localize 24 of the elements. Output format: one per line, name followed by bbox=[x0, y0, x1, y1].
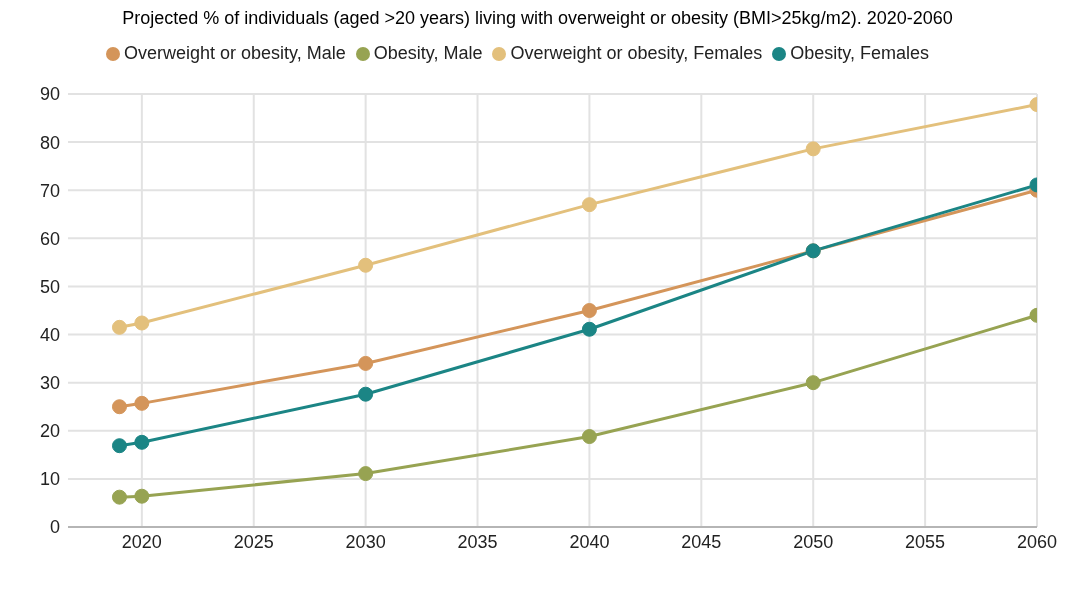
y-tick-label: 50 bbox=[39, 276, 60, 297]
x-tick-label: 2030 bbox=[345, 531, 386, 552]
y-tick-label: 90 bbox=[39, 84, 60, 105]
legend-label: Overweight or obesity, Male bbox=[124, 43, 346, 63]
y-tick-label: 60 bbox=[39, 228, 60, 249]
legend-label: Obesity, Females bbox=[790, 43, 929, 63]
x-tick-label: 2025 bbox=[233, 531, 274, 552]
x-tick-label: 2045 bbox=[681, 531, 722, 552]
y-tick-label: 40 bbox=[39, 324, 60, 345]
chart-title: Projected % of individuals (aged >20 years) living with overweight or obesity (BMI>25kg/m2). 2020-2060 bbox=[121, 8, 954, 29]
y-tick-label: 70 bbox=[39, 180, 60, 201]
x-tick-label: 2050 bbox=[793, 531, 834, 552]
legend-label: Obesity, Male bbox=[373, 43, 483, 63]
x-tick-label: 2020 bbox=[121, 531, 162, 552]
x-tick-label: 2060 bbox=[1016, 531, 1058, 552]
y-tick-label: 10 bbox=[39, 469, 60, 490]
legend-label: Overweight or obesity, Females bbox=[510, 43, 763, 63]
y-tick-label: 0 bbox=[49, 517, 60, 538]
x-tick-label: 2040 bbox=[569, 531, 610, 552]
x-tick-label: 2055 bbox=[905, 531, 946, 552]
y-tick-label: 30 bbox=[39, 373, 60, 394]
x-tick-label: 2035 bbox=[457, 531, 498, 552]
y-tick-label: 80 bbox=[39, 132, 60, 153]
y-tick-label: 20 bbox=[39, 421, 60, 442]
